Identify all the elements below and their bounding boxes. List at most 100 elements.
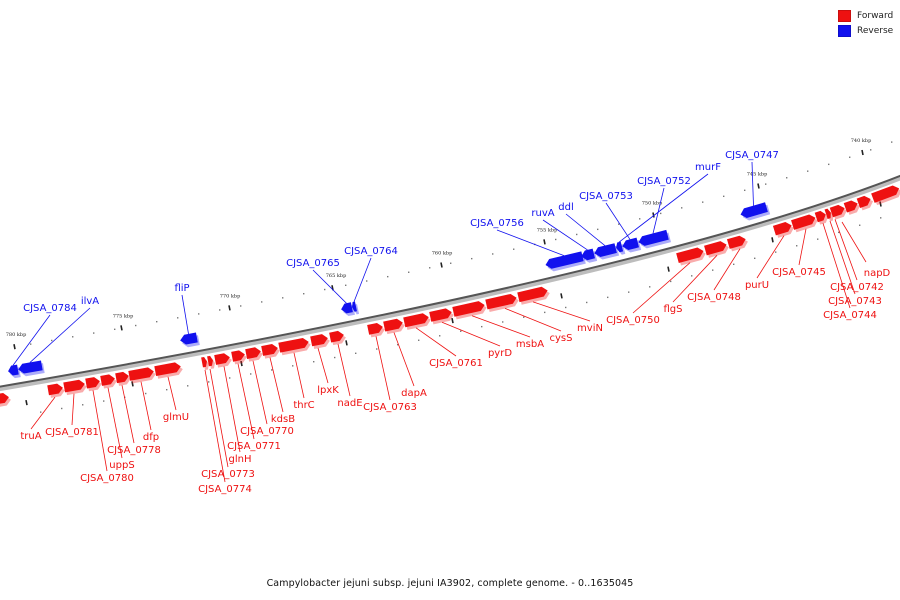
gene-label: CJSA_0742: [830, 282, 884, 293]
leader-line: [29, 307, 91, 363]
leader-line: [798, 228, 807, 266]
tick-mark: [652, 212, 655, 218]
gene-label: CJSA_0773: [201, 469, 255, 480]
grid-dot: [649, 286, 651, 288]
genome-backbone-shadow: [0, 175, 900, 392]
forward-gene-arrow: [791, 214, 818, 233]
leader-line: [713, 248, 741, 291]
grid-dot: [859, 224, 861, 226]
gene-label: CJSA_0770: [240, 426, 294, 437]
gene-arrows: [0, 185, 900, 407]
reverse-swatch: [838, 25, 851, 37]
reverse-gene-arrow: [545, 251, 586, 272]
forward-gene-arrow: [824, 208, 834, 222]
gene-label: CJSA_0771: [227, 441, 281, 452]
leader-line: [393, 332, 415, 387]
gene-label: uppS: [109, 460, 134, 471]
leader-line: [293, 352, 305, 399]
grid-dot: [586, 301, 588, 304]
gene-label: lpxK: [317, 385, 339, 396]
forward-gene-arrow: [871, 185, 900, 206]
grid-dot: [40, 411, 42, 413]
leader-line: [121, 385, 135, 444]
tick-label: 740 kbp: [851, 138, 872, 144]
forward-gene-arrow: [214, 353, 232, 368]
grid-dot: [114, 328, 116, 331]
gene-label: CJSA_0774: [198, 484, 252, 495]
grid-dot: [597, 228, 599, 231]
grid-dot: [786, 177, 788, 179]
grid-dot: [807, 170, 809, 172]
gene-label: dapA: [401, 388, 427, 399]
leader-line: [312, 269, 347, 304]
reverse-gene-arrow: [594, 243, 620, 260]
grid-dot: [51, 339, 53, 342]
leader-line: [829, 220, 856, 295]
grid-dot: [891, 141, 893, 143]
genome-backbone: [0, 174, 900, 388]
leader-line: [269, 357, 284, 413]
forward-gene-arrow: [261, 344, 280, 359]
leader-line: [375, 336, 391, 401]
grid-dot: [429, 267, 431, 269]
forward-gene-arrow: [329, 330, 346, 346]
leader-line: [181, 294, 189, 335]
grid-dot: [366, 280, 368, 282]
grid-dot: [576, 233, 578, 236]
forward-gene-arrow: [856, 195, 874, 211]
leader-line: [140, 381, 152, 431]
grid-dot: [481, 325, 483, 328]
grid-dot: [30, 343, 32, 345]
forward-swatch: [838, 10, 851, 22]
grid-dot: [219, 309, 221, 311]
grid-dot: [250, 373, 252, 375]
leader-line: [415, 327, 457, 357]
reverse-gene-arrow: [18, 360, 45, 377]
leader-line: [223, 366, 241, 453]
gene-label: purU: [745, 280, 769, 291]
leader-line: [532, 301, 591, 322]
tick-mark: [440, 262, 443, 268]
grid-dot: [513, 248, 515, 250]
gene-label: CJSA_0765: [286, 258, 340, 269]
grid-dot: [880, 217, 882, 219]
leader-line: [542, 219, 588, 251]
tick-label: 765 kbp: [326, 273, 347, 279]
gene-label: CJSA_0763: [363, 402, 417, 413]
grid-dot: [670, 280, 672, 283]
tick-mark: [667, 266, 670, 272]
grid-dot: [156, 320, 158, 323]
gene-label: CJSA_0780: [80, 473, 134, 484]
leader-line: [652, 187, 665, 234]
leader-line: [632, 262, 691, 314]
grid-dot: [660, 212, 662, 215]
leader-line: [337, 343, 351, 397]
legend-forward: Forward: [838, 9, 893, 23]
tick-label: 775 kbp: [113, 313, 134, 319]
leader-line: [618, 173, 709, 243]
tick-mark: [560, 293, 563, 299]
gene-label: CJSA_0764: [344, 246, 398, 257]
grid-dot: [198, 313, 200, 315]
leader-line: [504, 307, 562, 332]
gene-label: CJSA_0778: [107, 445, 161, 456]
grid-dot: [870, 149, 872, 151]
grid-dot: [345, 284, 347, 286]
tick-label: 750 kbp: [642, 201, 663, 207]
leader-line: [496, 229, 565, 257]
forward-gene-arrow: [154, 362, 183, 379]
grid-dot: [817, 238, 819, 240]
grid-dot: [397, 343, 399, 346]
legend-forward-label: Forward: [857, 11, 894, 21]
gene-label: CJSA_0752: [637, 176, 691, 187]
forward-gene-arrow: [829, 204, 848, 220]
leader-line: [30, 396, 56, 430]
reverse-gene-arrow: [8, 364, 21, 379]
grid-dot: [838, 231, 840, 234]
tick-label: 770 kbp: [220, 293, 241, 299]
tick-mark: [879, 201, 882, 207]
kbp-ticks: 740 kbp 745 kbp 750 kbp 755 kbp 760 kbp 765 k…: [6, 138, 882, 406]
leader-line: [107, 387, 123, 459]
gene-label: ddl: [558, 202, 573, 213]
reverse-gene-arrow: [616, 241, 626, 255]
